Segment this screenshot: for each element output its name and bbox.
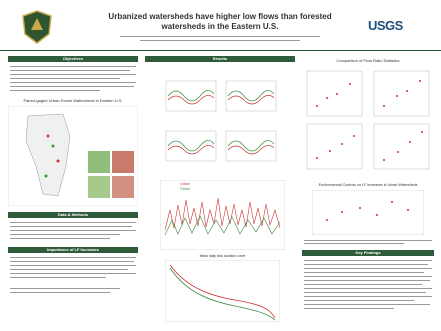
title: Urbanized watersheds have higher low flo… (95, 12, 345, 32)
section-header: Results (145, 56, 295, 62)
section-header: Objectives (8, 56, 138, 62)
flow-duration-curve (165, 260, 280, 322)
legend-label: Forest (175, 187, 195, 191)
section-header: Data & Methods (8, 212, 138, 218)
figure-title: Comparison of Flow Ratio Statistics (300, 58, 436, 63)
figure-title: Environmental Controls on LF Increases i… (300, 183, 436, 187)
section-header: Importance of LF Increases (8, 247, 138, 253)
figure-title: Mean daily flow duration curve (160, 254, 285, 258)
section-header: Key Findings (302, 250, 434, 256)
usfs-shield (22, 10, 52, 44)
map-heading: Paired-gaged Urban-Forest Watersheds in … (8, 98, 138, 103)
map-figure (8, 106, 138, 206)
comparison-figures (302, 66, 434, 176)
controls-figure (312, 190, 424, 235)
results-figures (146, 66, 296, 176)
usgs-logo: USGS (368, 18, 403, 33)
legend-label: Urban (175, 182, 195, 186)
poster: Urbanized watersheds have higher low flo… (0, 0, 441, 331)
